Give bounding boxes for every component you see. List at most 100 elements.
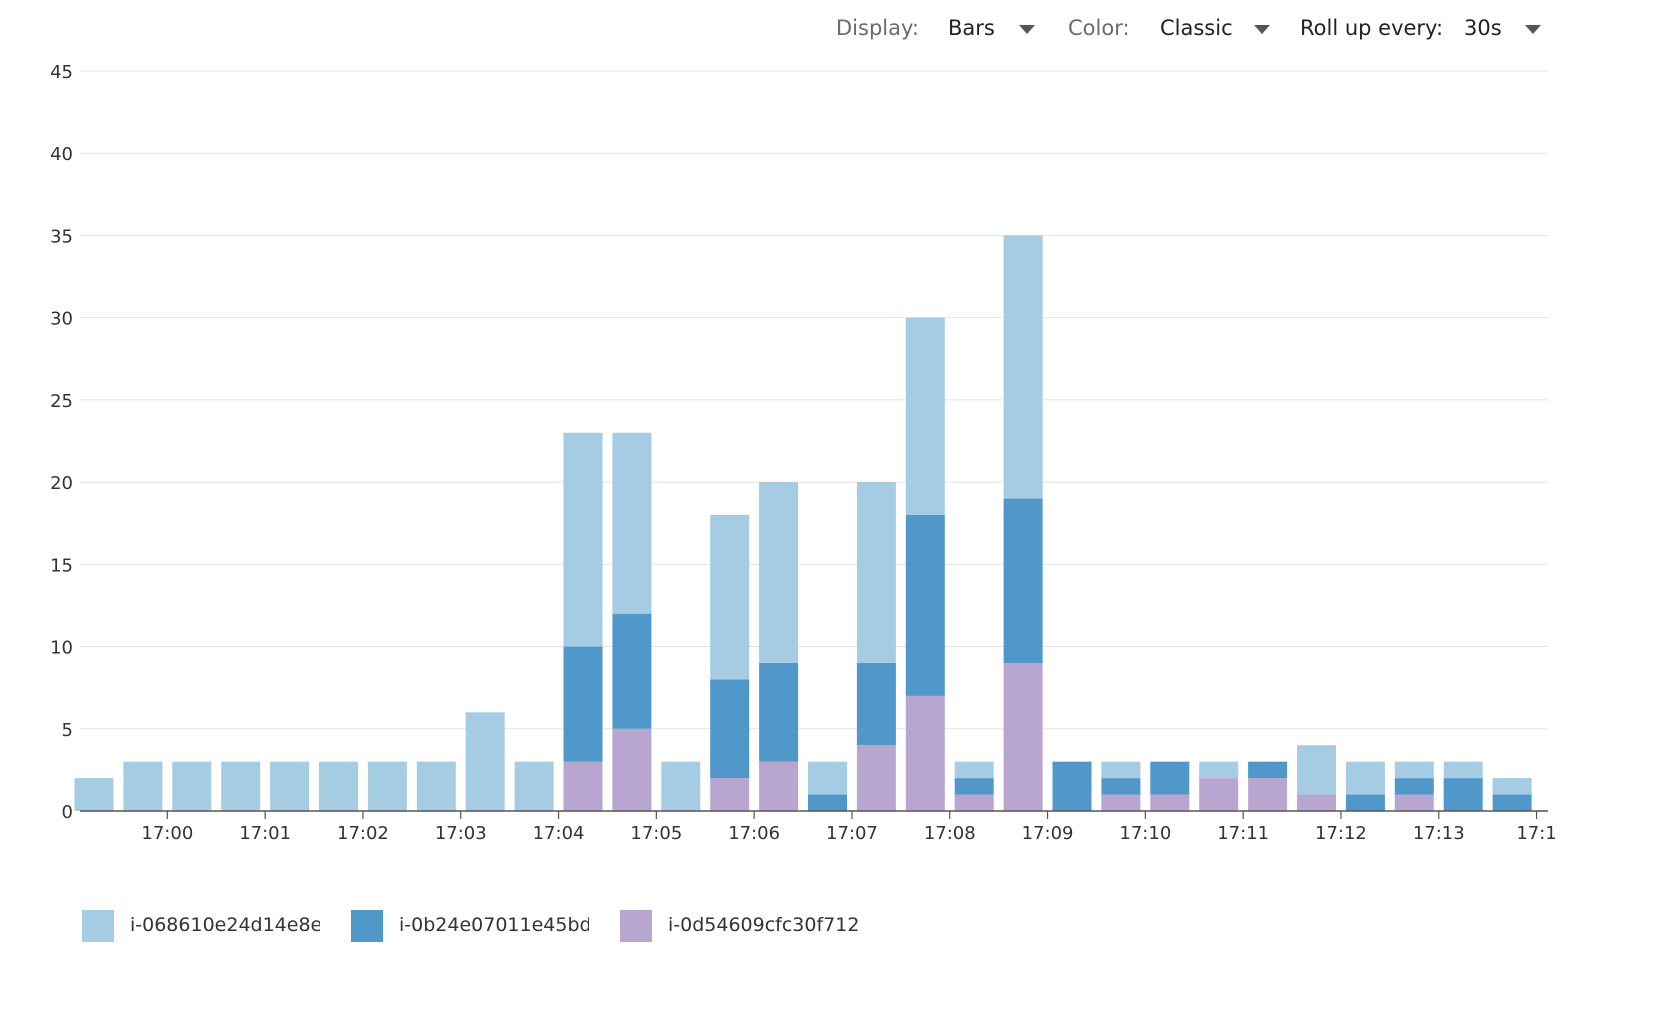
bar-series-0 xyxy=(367,761,407,811)
legend-item-0[interactable]: i-068610e24d14e8e2b xyxy=(82,910,332,942)
x-tick-label: 17:10 xyxy=(1119,823,1171,844)
x-tick-label: 17:05 xyxy=(630,823,682,844)
legend-item-1[interactable]: i-0b24e07011e45bd4b xyxy=(351,910,601,942)
x-tick-label: 17:02 xyxy=(337,823,389,844)
chevron-down-icon xyxy=(1254,25,1270,34)
x-tick-label: 17:08 xyxy=(924,823,976,844)
x-tick-label: 17:11 xyxy=(1217,823,1269,844)
bar-series-1 xyxy=(905,515,945,696)
bar-series-0 xyxy=(563,432,603,647)
bar-series-2 xyxy=(759,761,799,811)
bar-series-0 xyxy=(172,761,212,811)
legend-swatch-2 xyxy=(620,910,652,942)
display-label: Display: xyxy=(836,16,919,40)
bar-series-0 xyxy=(710,515,750,680)
bar-series-0 xyxy=(319,761,358,811)
rollup-value: 30s xyxy=(1464,16,1502,40)
y-tick-label: 0 xyxy=(62,802,73,823)
legend-item-2[interactable]: i-0d54609cfc30f712f xyxy=(620,910,870,942)
bar-series-1 xyxy=(1003,498,1043,663)
bar-series-0 xyxy=(123,761,163,811)
legend-label-1: i-0b24e07011e45bd4b xyxy=(399,914,589,936)
color-value: Classic xyxy=(1160,16,1233,40)
color-label: Color: xyxy=(1068,16,1130,40)
y-tick-label: 30 xyxy=(50,309,73,330)
y-tick-label: 40 xyxy=(50,144,73,165)
chevron-down-icon xyxy=(1525,25,1541,34)
bar-series-1 xyxy=(1345,794,1385,811)
bar-series-0 xyxy=(661,761,701,811)
y-tick-label: 5 xyxy=(62,720,73,741)
bar-series-2 xyxy=(1101,794,1141,811)
legend-label-0: i-068610e24d14e8e2b xyxy=(130,914,320,936)
x-tick-label: 17:03 xyxy=(435,823,487,844)
bar-series-0 xyxy=(416,761,456,811)
legend-swatch-1 xyxy=(351,910,383,942)
bar-series-0 xyxy=(270,761,310,811)
bar-series-1 xyxy=(954,778,994,795)
y-tick-label: 10 xyxy=(50,638,73,659)
bar-series-0 xyxy=(1443,761,1483,779)
y-tick-label: 15 xyxy=(50,555,73,576)
display-value: Bars xyxy=(948,16,995,40)
bar-series-1 xyxy=(856,663,896,746)
chevron-down-icon xyxy=(1019,25,1035,34)
bar-series-0 xyxy=(221,761,261,811)
bar-series-0 xyxy=(808,761,847,795)
bar-series-0 xyxy=(856,482,896,663)
y-tick-label: 35 xyxy=(50,226,73,247)
bar-series-0 xyxy=(465,712,505,811)
bar-series-2 xyxy=(1248,778,1288,811)
x-tick-label: 17:07 xyxy=(826,823,878,844)
bar-series-0 xyxy=(1345,761,1385,795)
bar-series-1 xyxy=(808,794,847,811)
bar-series-1 xyxy=(563,646,603,762)
legend-swatch-0 xyxy=(82,910,114,942)
bar-series-1 xyxy=(1052,761,1092,811)
x-tick-label: 17:01 xyxy=(239,823,291,844)
bar-series-0 xyxy=(1394,761,1434,779)
bar-series-1 xyxy=(1150,761,1190,795)
bar-series-2 xyxy=(612,728,652,811)
rollup-label: Roll up every: xyxy=(1300,16,1444,40)
x-tick-label: 17:1 xyxy=(1516,823,1556,844)
bar-series-0 xyxy=(514,761,554,811)
bar-series-1 xyxy=(1248,761,1288,779)
bar-series-0 xyxy=(1492,778,1532,795)
bar-series-0 xyxy=(1003,235,1043,499)
bar-series-1 xyxy=(1443,778,1483,811)
bar-series-2 xyxy=(1150,794,1190,811)
x-tick-label: 17:04 xyxy=(533,823,585,844)
bar-series-0 xyxy=(1297,745,1336,795)
bar-series-0 xyxy=(1199,761,1239,779)
bar-series-1 xyxy=(1394,778,1434,795)
bar-series-0 xyxy=(905,317,945,515)
bar-series-2 xyxy=(856,745,896,811)
bar-series-2 xyxy=(1297,794,1336,811)
bar-series-2 xyxy=(905,695,945,811)
bar-series-2 xyxy=(710,778,750,811)
bar-series-1 xyxy=(1101,778,1141,795)
bar-series-2 xyxy=(563,761,603,811)
display-select[interactable]: Bars xyxy=(940,10,1040,46)
bar-series-1 xyxy=(759,663,799,762)
toolbar: Display: Bars Color: Classic Roll up eve… xyxy=(0,10,1654,46)
bar-series-1 xyxy=(710,679,750,779)
bar-series-0 xyxy=(1101,761,1141,779)
x-tick-label: 17:12 xyxy=(1315,823,1367,844)
y-tick-label: 45 xyxy=(50,62,73,83)
bar-series-0 xyxy=(612,432,652,614)
bar-series-1 xyxy=(1492,794,1532,811)
x-tick-label: 17:13 xyxy=(1413,823,1465,844)
bar-series-1 xyxy=(612,613,652,729)
rollup-select[interactable]: 30s xyxy=(1456,10,1546,46)
y-tick-label: 20 xyxy=(50,473,73,494)
bar-series-2 xyxy=(1199,778,1239,811)
y-tick-label: 25 xyxy=(50,391,73,412)
bar-series-0 xyxy=(74,778,114,811)
x-tick-label: 17:06 xyxy=(728,823,780,844)
bar-series-0 xyxy=(759,482,799,663)
color-select[interactable]: Classic xyxy=(1152,10,1276,46)
bar-series-2 xyxy=(1003,663,1043,811)
x-tick-label: 17:09 xyxy=(1022,823,1074,844)
